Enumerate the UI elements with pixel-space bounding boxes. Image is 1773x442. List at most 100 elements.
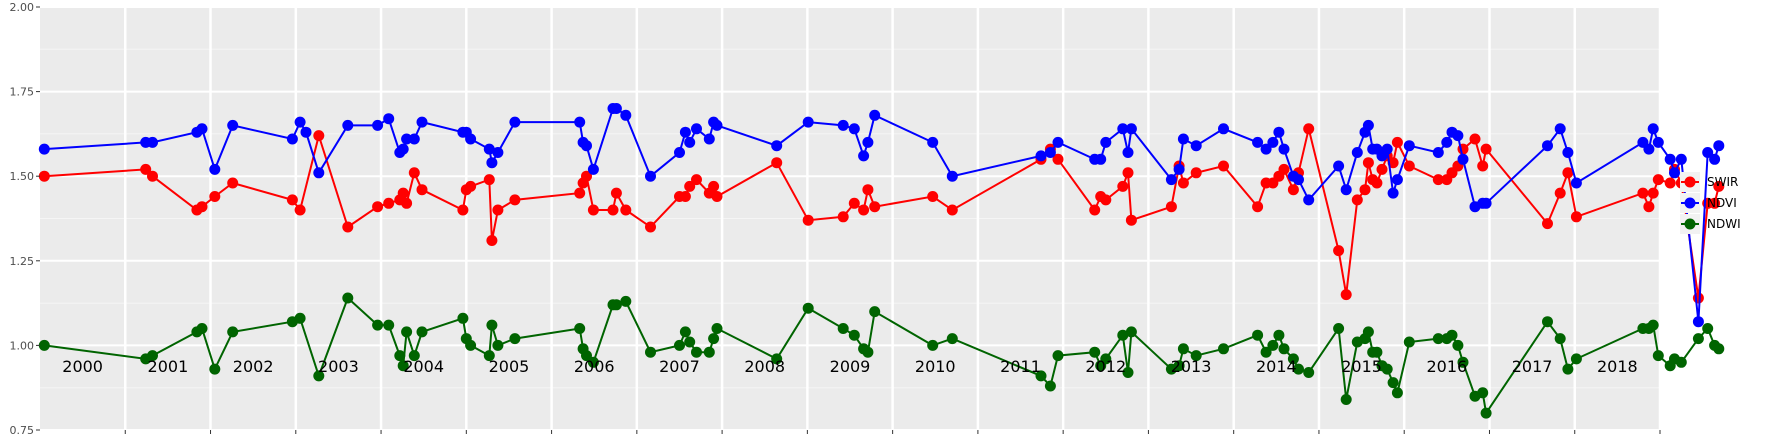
data-point <box>1713 180 1725 192</box>
data-point <box>1381 143 1393 155</box>
data-point <box>1333 160 1345 172</box>
data-point <box>1340 289 1352 301</box>
year-label: 2005 <box>489 357 530 376</box>
data-point <box>1117 329 1129 341</box>
data-point <box>703 346 715 358</box>
year-label: 2013 <box>1171 357 1212 376</box>
data-point <box>313 370 325 382</box>
year-label: 2000 <box>62 357 103 376</box>
data-point <box>1117 180 1129 192</box>
data-point <box>1480 407 1492 419</box>
data-point <box>38 339 50 351</box>
data-point <box>465 180 477 192</box>
data-point <box>209 191 221 202</box>
data-point <box>1293 174 1304 186</box>
data-point <box>837 119 849 131</box>
data-point <box>1432 147 1444 158</box>
data-point <box>196 323 208 334</box>
year-label: 2007 <box>659 357 700 376</box>
data-point <box>946 204 958 216</box>
data-point <box>483 350 495 362</box>
data-point <box>1542 218 1553 230</box>
data-point <box>869 201 881 213</box>
data-point <box>1122 147 1134 158</box>
data-point <box>1190 140 1202 152</box>
y-tick-label: 1.75 <box>10 86 35 99</box>
data-point <box>342 119 354 131</box>
data-point <box>465 133 477 145</box>
data-point <box>1542 140 1553 152</box>
series-line <box>44 128 1720 299</box>
data-point <box>383 319 395 331</box>
data-point <box>1177 177 1189 189</box>
data-point <box>587 356 599 368</box>
data-point <box>620 204 632 216</box>
series-line <box>44 296 1720 416</box>
legend-label: SWIR <box>1707 175 1738 189</box>
data-point <box>574 116 586 128</box>
y-axis: 0.75 1.00 1.25 1.50 1.75 2.00 <box>10 1 40 437</box>
data-point <box>1713 343 1725 355</box>
series-ndwi <box>38 292 1725 419</box>
data-point <box>1371 346 1383 358</box>
data-point <box>1570 211 1582 223</box>
data-point <box>457 204 469 216</box>
year-label: 2017 <box>1512 357 1553 376</box>
data-point <box>1122 167 1134 179</box>
year-label: 2002 <box>233 357 274 376</box>
data-point <box>147 170 158 182</box>
data-point <box>401 326 413 338</box>
data-point <box>294 312 306 324</box>
data-point <box>1273 126 1285 138</box>
data-point <box>1177 343 1189 355</box>
data-point <box>1100 194 1112 206</box>
data-point <box>1643 143 1655 155</box>
year-label: 2016 <box>1426 357 1467 376</box>
data-point <box>1477 387 1489 399</box>
data-point <box>1441 136 1453 148</box>
data-point <box>1562 167 1574 179</box>
data-point <box>1387 377 1399 389</box>
data-point <box>1287 353 1299 365</box>
data-point <box>383 113 395 125</box>
data-point <box>645 221 656 233</box>
data-point <box>313 167 325 179</box>
data-point <box>587 204 599 216</box>
data-point <box>679 326 691 338</box>
data-point <box>416 326 428 338</box>
data-point <box>1100 353 1112 365</box>
data-point <box>1669 167 1680 179</box>
data-point <box>492 147 504 158</box>
data-point <box>684 180 696 192</box>
data-point <box>1333 323 1345 334</box>
data-point <box>620 109 632 121</box>
data-point <box>1432 174 1444 186</box>
data-point <box>1252 136 1264 148</box>
data-point <box>587 163 599 175</box>
y-tick-label: 1.50 <box>10 170 35 183</box>
y-tick-label: 1.00 <box>10 339 35 352</box>
data-point <box>1095 153 1107 165</box>
data-point <box>581 170 592 182</box>
data-point <box>1702 147 1714 158</box>
data-point <box>1303 194 1315 206</box>
data-point <box>858 150 870 162</box>
data-point <box>397 187 409 199</box>
data-point <box>1351 194 1363 206</box>
data-point <box>1125 214 1137 226</box>
data-point <box>1643 201 1655 213</box>
data-point <box>848 197 860 209</box>
data-point <box>946 333 958 345</box>
data-point <box>486 157 498 169</box>
data-point <box>1333 245 1345 257</box>
data-point <box>1252 201 1264 213</box>
series-ndvi <box>38 103 1725 328</box>
data-point <box>147 350 158 362</box>
data-point <box>1570 177 1582 189</box>
data-point <box>227 119 239 131</box>
data-point <box>509 194 521 206</box>
data-point <box>1647 319 1659 331</box>
data-point <box>408 167 420 179</box>
data-point <box>209 163 221 175</box>
data-point <box>684 336 696 348</box>
